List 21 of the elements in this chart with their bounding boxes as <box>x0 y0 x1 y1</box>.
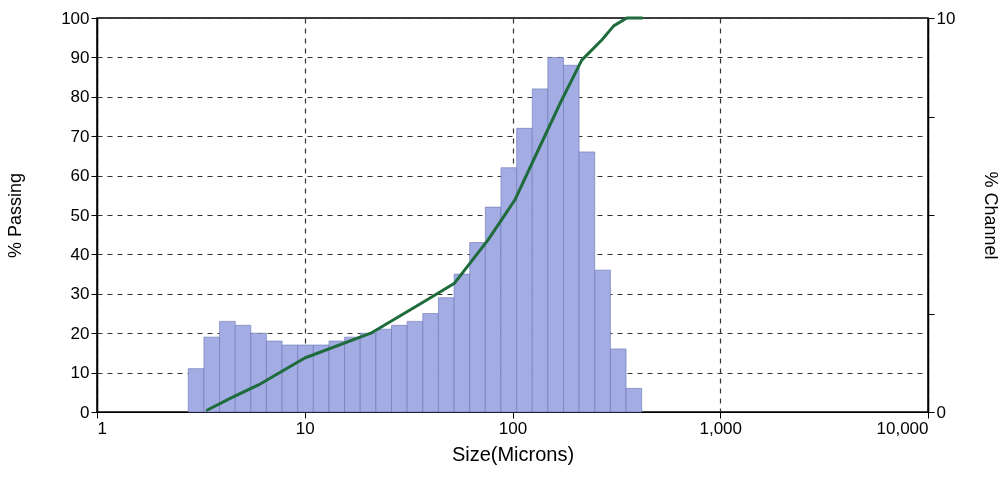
x-tick-label: 10 <box>295 418 315 438</box>
x-tick-label: 1 <box>97 418 107 438</box>
y2-axis-title: % Channel <box>981 171 1002 260</box>
x-tick-label: 10,000 <box>876 418 929 438</box>
y-tick-label: 80 <box>70 87 90 107</box>
y2-tick-label: 0 <box>936 402 946 422</box>
y-axis-title: % Passing <box>5 172 26 259</box>
y2-tick-label: 10 <box>936 8 956 28</box>
y-tick-label: 30 <box>70 284 90 304</box>
y-tick-label: 0 <box>80 402 90 422</box>
y-tick-label: 40 <box>70 244 90 264</box>
y-tick-label: 100 <box>61 8 90 28</box>
x-axis-title: Size(Microns) <box>451 442 575 465</box>
y-tick-label: 90 <box>70 47 90 67</box>
x-tick-label: 1,000 <box>699 418 743 438</box>
y-tick-label: 60 <box>70 166 90 186</box>
y-tick-label: 50 <box>70 205 90 225</box>
y-tick-label: 70 <box>70 126 90 146</box>
x-tick-label: 100 <box>498 418 528 438</box>
y-tick-label: 20 <box>70 323 90 343</box>
y-tick-label: 10 <box>70 363 90 383</box>
